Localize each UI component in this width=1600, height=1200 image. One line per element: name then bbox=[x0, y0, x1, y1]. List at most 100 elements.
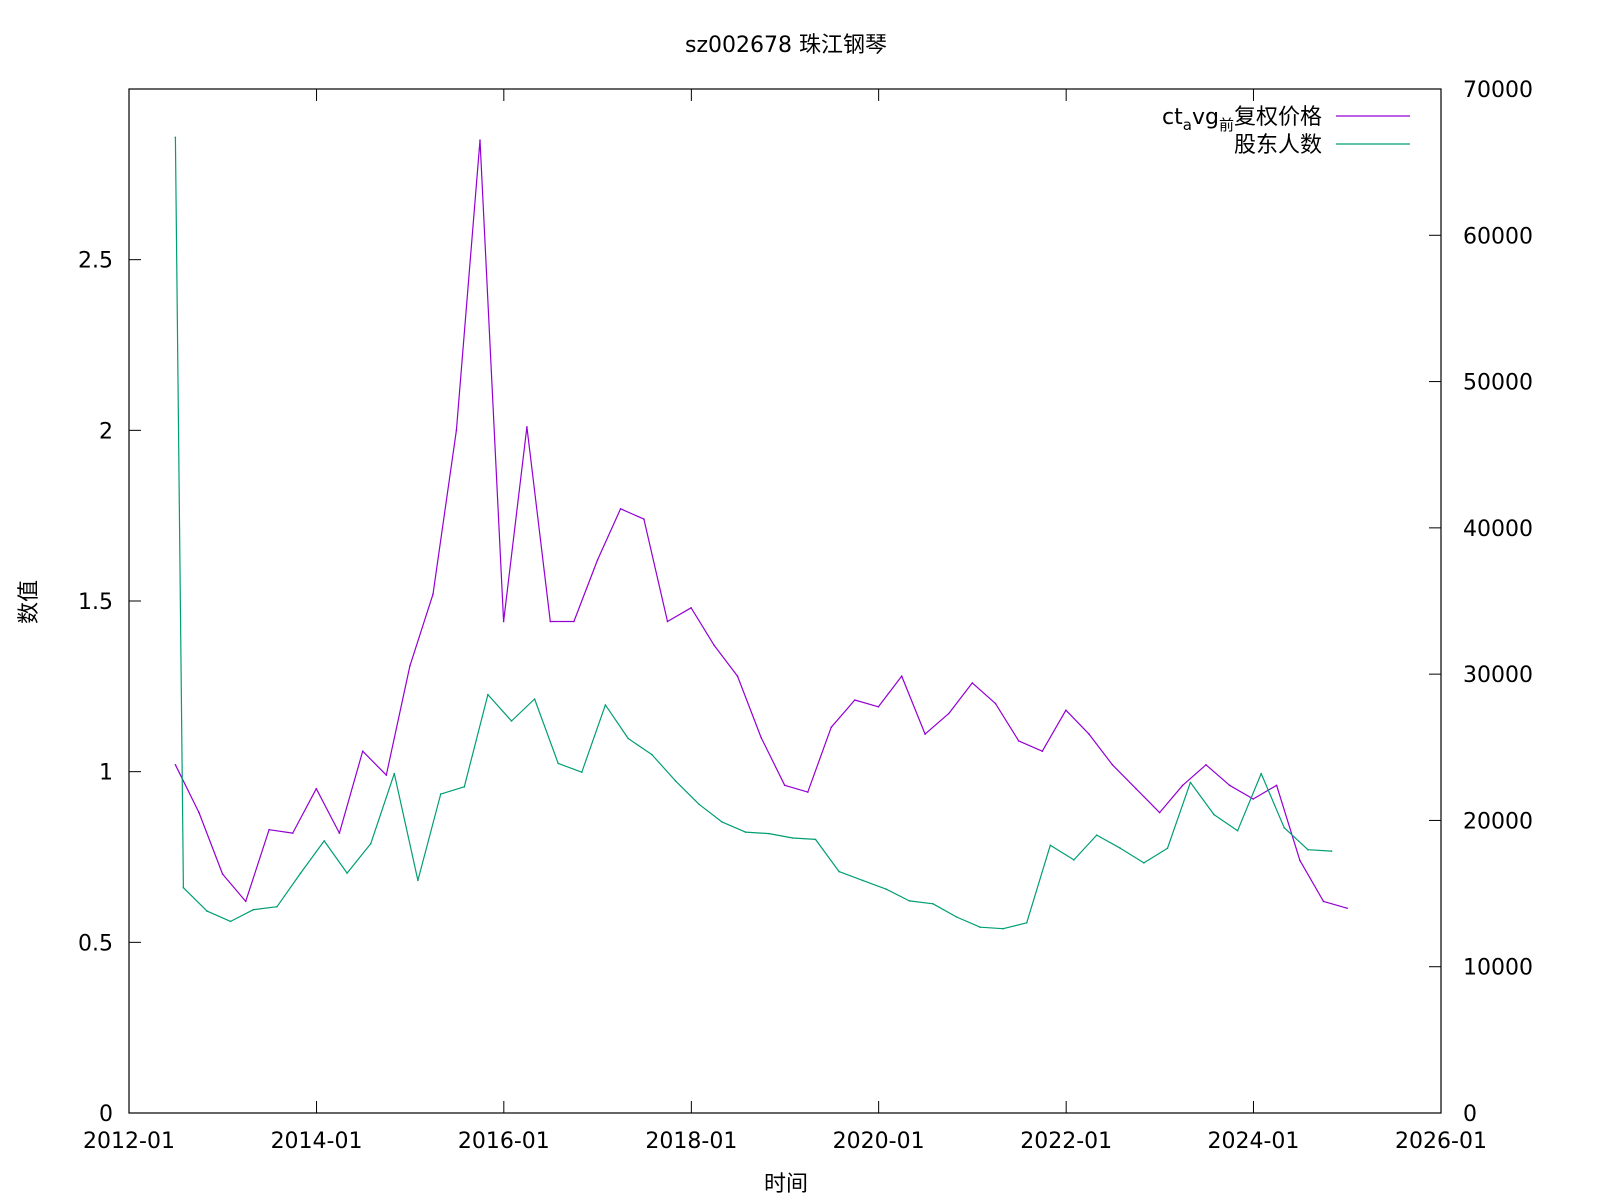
x-tick-label: 2024-01 bbox=[1208, 1129, 1300, 1154]
price-point bbox=[1322, 900, 1325, 903]
price-point bbox=[736, 675, 739, 677]
holders-point bbox=[299, 872, 302, 874]
price-point bbox=[783, 784, 786, 787]
price-point bbox=[338, 832, 341, 834]
price-point bbox=[1275, 784, 1278, 787]
y2-tick-label: 30000 bbox=[1463, 663, 1533, 688]
price-point bbox=[1041, 750, 1044, 752]
series-layer bbox=[174, 136, 1348, 930]
holders-point bbox=[979, 926, 981, 928]
x-axis: 2012-01 2014-01 2016-01 2018-01 2020-01 2022-… bbox=[83, 89, 1487, 1154]
price-point bbox=[760, 736, 762, 739]
price-point bbox=[666, 620, 669, 623]
price-point bbox=[1181, 784, 1184, 787]
legend-price-suffix: 复权价格 bbox=[1234, 105, 1322, 130]
y-axis-label: 数值 bbox=[17, 580, 42, 624]
holders-point bbox=[463, 786, 466, 788]
price-point bbox=[244, 900, 247, 903]
series-line-holders bbox=[174, 137, 1332, 930]
holders-point bbox=[1166, 847, 1169, 849]
plot-frame bbox=[128, 88, 1442, 1114]
legend-label-holders: 股东人数 bbox=[1234, 133, 1322, 158]
x-tick-label: 2026-01 bbox=[1395, 1129, 1487, 1154]
holders-point bbox=[627, 737, 629, 740]
holders-point bbox=[1025, 922, 1028, 924]
legend-price-sub-a: a bbox=[1183, 116, 1192, 134]
price-point bbox=[1088, 733, 1090, 735]
holders-point bbox=[1143, 862, 1145, 864]
price-point bbox=[361, 750, 364, 752]
price-point bbox=[315, 787, 318, 790]
holders-point bbox=[1049, 844, 1052, 847]
price-point bbox=[713, 644, 715, 647]
price-point bbox=[1065, 709, 1067, 711]
price-point bbox=[1205, 764, 1207, 766]
holders-point bbox=[955, 916, 958, 918]
price-point bbox=[994, 702, 997, 705]
price-point bbox=[221, 873, 224, 875]
legend-price-sub-b: 前 bbox=[1219, 116, 1234, 134]
holders-point bbox=[1119, 847, 1122, 849]
y-tick-label: 2.5 bbox=[78, 249, 113, 274]
holders-point bbox=[581, 771, 583, 773]
legend-price-mid: vg bbox=[1192, 105, 1219, 130]
holders-point bbox=[1236, 829, 1239, 832]
legend-label-price: ctavg前复权价格 bbox=[1162, 105, 1322, 134]
holders-point bbox=[346, 872, 348, 874]
y-axis-left: 0 0.5 1 1.5 2 2.5 bbox=[78, 249, 141, 1127]
holders-point bbox=[417, 879, 419, 882]
holders-point bbox=[651, 753, 653, 756]
holders-point bbox=[206, 910, 208, 912]
holders-point bbox=[908, 900, 911, 902]
x-axis-label: 时间 bbox=[764, 1172, 808, 1197]
price-point bbox=[924, 733, 926, 735]
holders-point bbox=[744, 831, 747, 833]
price-point bbox=[971, 682, 974, 684]
y2-tick-label: 20000 bbox=[1463, 809, 1533, 834]
y-tick-label: 1.5 bbox=[78, 590, 113, 615]
y-tick-label: 0.5 bbox=[78, 931, 113, 956]
y2-tick-label: 70000 bbox=[1463, 78, 1533, 103]
price-point bbox=[947, 712, 950, 715]
price-point bbox=[268, 828, 270, 831]
price-point bbox=[573, 620, 575, 623]
y-tick-label: 0 bbox=[99, 1102, 113, 1127]
legend: ctavg前复权价格 股东人数 bbox=[1162, 105, 1410, 158]
holders-point bbox=[1330, 850, 1333, 852]
price-point bbox=[643, 518, 645, 520]
x-tick-label: 2018-01 bbox=[645, 1129, 737, 1154]
price-point bbox=[432, 593, 434, 595]
y-tick-label: 2 bbox=[99, 419, 113, 444]
holders-point bbox=[721, 821, 723, 823]
price-point bbox=[385, 774, 388, 776]
holders-point bbox=[252, 908, 255, 911]
x-tick-label: 2016-01 bbox=[458, 1129, 550, 1154]
x-tick-label: 2014-01 bbox=[271, 1129, 363, 1154]
price-point bbox=[877, 706, 880, 708]
holders-point bbox=[1002, 927, 1004, 930]
holders-point bbox=[814, 838, 817, 841]
y2-tick-label: 50000 bbox=[1463, 371, 1533, 396]
holders-point bbox=[698, 803, 700, 806]
price-point bbox=[1252, 798, 1254, 800]
holders-point bbox=[533, 698, 536, 700]
price-point bbox=[690, 607, 692, 609]
price-point bbox=[1299, 859, 1301, 862]
holders-point bbox=[229, 920, 232, 923]
holders-point bbox=[510, 720, 513, 722]
y-axis-right: 0 10000 20000 30000 40000 50000 60000 70000 bbox=[1429, 78, 1533, 1127]
y-tick-label: 1 bbox=[99, 761, 113, 786]
holders-point bbox=[932, 903, 934, 905]
price-point bbox=[830, 726, 832, 729]
holders-point bbox=[1213, 813, 1215, 816]
x-tick-label: 2012-01 bbox=[83, 1129, 175, 1154]
price-point bbox=[807, 791, 809, 793]
price-point bbox=[409, 665, 411, 667]
price-point bbox=[1017, 740, 1020, 742]
holders-point bbox=[861, 879, 864, 882]
holders-point bbox=[604, 704, 607, 706]
price-point bbox=[1158, 811, 1161, 814]
holders-point bbox=[791, 837, 794, 839]
holders-point bbox=[439, 793, 442, 795]
